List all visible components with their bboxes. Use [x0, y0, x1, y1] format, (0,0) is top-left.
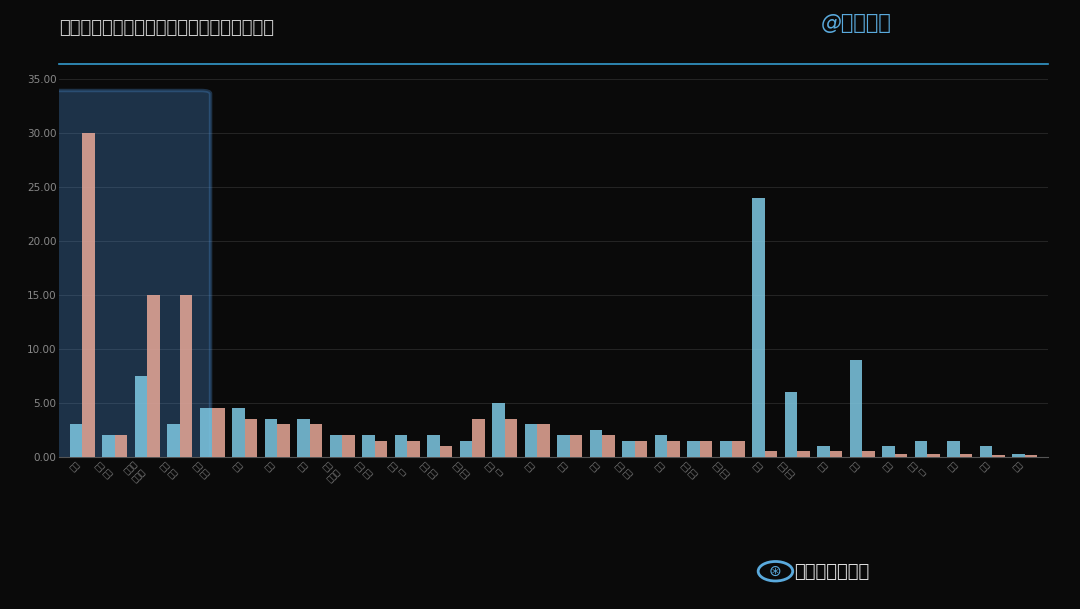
- Bar: [785, 392, 797, 457]
- Bar: [440, 446, 453, 457]
- Bar: [603, 435, 615, 457]
- Bar: [114, 435, 127, 457]
- Bar: [245, 419, 257, 457]
- Bar: [590, 430, 603, 457]
- Bar: [179, 295, 192, 457]
- Bar: [1012, 454, 1025, 457]
- Bar: [525, 424, 537, 457]
- Text: 雪球：鸡精锦鲤: 雪球：鸡精锦鲤: [794, 563, 869, 582]
- Bar: [329, 435, 342, 457]
- Bar: [472, 419, 485, 457]
- Bar: [850, 360, 862, 457]
- Bar: [363, 435, 375, 457]
- Bar: [70, 424, 82, 457]
- Bar: [765, 451, 778, 457]
- Bar: [297, 419, 310, 457]
- Bar: [407, 440, 419, 457]
- Bar: [167, 424, 179, 457]
- Bar: [82, 133, 95, 457]
- Text: @鸡精锦鲤: @鸡精锦鲤: [821, 13, 892, 33]
- Bar: [622, 440, 635, 457]
- Bar: [537, 424, 550, 457]
- Bar: [732, 440, 744, 457]
- Bar: [265, 419, 278, 457]
- Bar: [947, 440, 960, 457]
- Bar: [147, 295, 160, 457]
- FancyBboxPatch shape: [45, 91, 211, 459]
- Bar: [829, 451, 842, 457]
- Bar: [882, 446, 895, 457]
- Bar: [212, 408, 225, 457]
- Bar: [862, 451, 875, 457]
- Bar: [915, 440, 928, 457]
- Bar: [232, 408, 245, 457]
- Bar: [557, 435, 570, 457]
- Bar: [428, 435, 440, 457]
- Bar: [310, 424, 322, 457]
- Text: 港股通高息精选对标准股票指数行业权重变化: 港股通高息精选对标准股票指数行业权重变化: [59, 18, 274, 37]
- Bar: [635, 440, 647, 457]
- Bar: [700, 440, 712, 457]
- Bar: [200, 408, 212, 457]
- Bar: [960, 454, 972, 457]
- Bar: [928, 454, 940, 457]
- Bar: [688, 440, 700, 457]
- Text: ⊛: ⊛: [769, 564, 782, 579]
- Bar: [342, 435, 354, 457]
- Bar: [460, 440, 472, 457]
- Bar: [993, 454, 1004, 457]
- Bar: [135, 376, 147, 457]
- Bar: [103, 435, 114, 457]
- Bar: [492, 403, 504, 457]
- Bar: [375, 440, 387, 457]
- Bar: [753, 198, 765, 457]
- Bar: [818, 446, 829, 457]
- Bar: [797, 451, 810, 457]
- Bar: [1025, 454, 1037, 457]
- Bar: [895, 454, 907, 457]
- Bar: [667, 440, 679, 457]
- Bar: [980, 446, 993, 457]
- Bar: [504, 419, 517, 457]
- Bar: [278, 424, 289, 457]
- Bar: [570, 435, 582, 457]
- Bar: [654, 435, 667, 457]
- Bar: [720, 440, 732, 457]
- Bar: [395, 435, 407, 457]
